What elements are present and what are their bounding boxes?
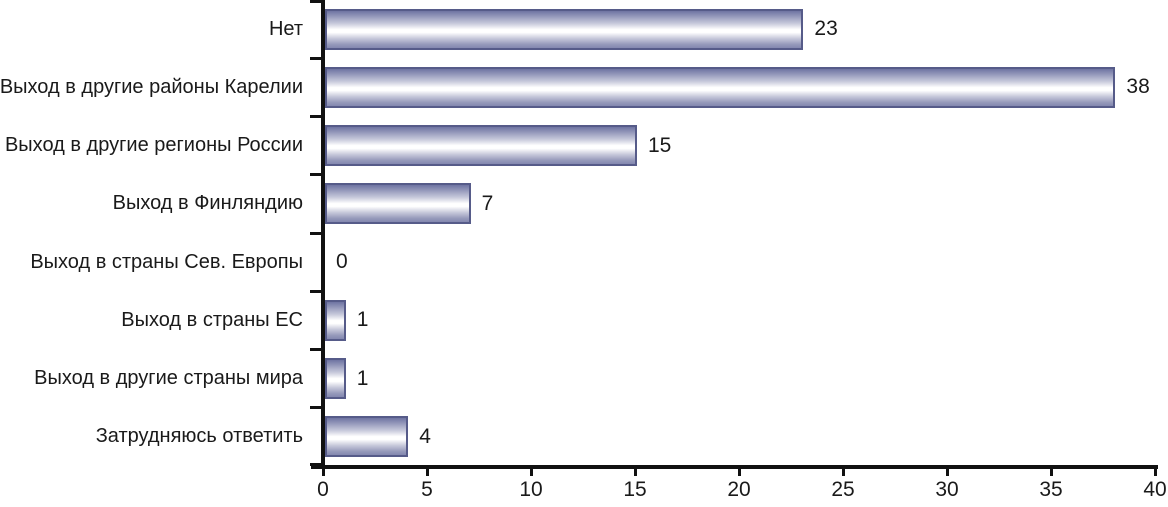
bar-value-label: 4 — [419, 424, 431, 448]
x-axis-tick — [841, 469, 845, 476]
category-label: Нет — [268, 17, 303, 40]
plot-area: 23 38 15 7 0 1 1 4 — [325, 0, 1157, 466]
bar — [325, 358, 346, 400]
x-axis-tick-label: 30 — [935, 478, 959, 501]
x-axis-line — [311, 465, 1158, 469]
x-axis-tick — [529, 469, 533, 476]
bar-row: 1 — [325, 350, 1157, 408]
x-axis-tick-label: 5 — [421, 478, 433, 501]
bar — [325, 416, 409, 458]
x-axis-tick — [1049, 469, 1053, 476]
bar-row: 38 — [325, 58, 1157, 116]
bar-value-label: 1 — [356, 366, 369, 390]
category-label: Выход в другие страны мира — [34, 367, 303, 390]
x-axis-tick-label: 10 — [519, 478, 543, 501]
y-axis-tick — [310, 348, 322, 351]
bar — [325, 299, 346, 341]
y-axis-tick — [310, 56, 322, 60]
x-axis-tick-label: 25 — [831, 478, 855, 501]
x-axis-tick-label: 35 — [1039, 478, 1063, 501]
bar — [325, 183, 471, 225]
category-label: Выход в другие регионы России — [4, 134, 303, 157]
bar-row: 15 — [325, 117, 1157, 175]
category-label: Выход в другие районы Карелии — [0, 75, 303, 98]
x-axis-tick — [321, 469, 325, 476]
bar — [325, 8, 804, 50]
x-axis-tick — [737, 469, 741, 476]
bar-row: 4 — [325, 408, 1157, 466]
y-axis-tick — [310, 0, 322, 3]
category-label: Выход в страны ЕС — [121, 308, 303, 331]
bar-row: 1 — [325, 291, 1157, 349]
x-axis-tick-label: 20 — [727, 478, 751, 501]
y-axis-tick — [310, 231, 322, 235]
category-label: Затрудняюсь ответить — [95, 425, 303, 448]
x-axis-tick-label: 15 — [623, 478, 647, 501]
category-label: Выход в Финляндию — [112, 192, 303, 215]
bar-value-label: 23 — [814, 17, 838, 41]
y-axis-tick — [310, 406, 322, 410]
y-axis-tick — [310, 289, 322, 293]
bar-value-label: 7 — [481, 191, 494, 215]
bar-value-label: 0 — [336, 250, 348, 274]
bar-value-label: 38 — [1126, 75, 1150, 99]
bar-value-label: 15 — [648, 133, 672, 157]
y-axis-line — [321, 0, 325, 469]
x-axis-tick-label: 40 — [1143, 478, 1167, 501]
x-axis-tick — [633, 469, 637, 476]
bar — [325, 125, 637, 167]
category-label: Выход в страны Сев. Европы — [30, 250, 303, 273]
bar-value-label: 1 — [356, 308, 369, 332]
x-axis-tick — [1153, 469, 1157, 476]
y-axis-tick — [310, 463, 322, 466]
y-axis-tick — [310, 115, 322, 118]
bar-row: 7 — [325, 175, 1157, 233]
x-axis-tick — [945, 469, 949, 476]
x-axis-tick-label: 0 — [317, 478, 329, 501]
bar — [325, 66, 1116, 108]
category-axis-labels: Нет Выход в другие районы Карелии Выход в … — [0, 0, 311, 466]
bar-row: 23 — [325, 0, 1157, 58]
x-axis-tick — [425, 469, 429, 476]
y-axis-tick — [310, 173, 322, 177]
bar-row: 0 — [325, 233, 1157, 291]
